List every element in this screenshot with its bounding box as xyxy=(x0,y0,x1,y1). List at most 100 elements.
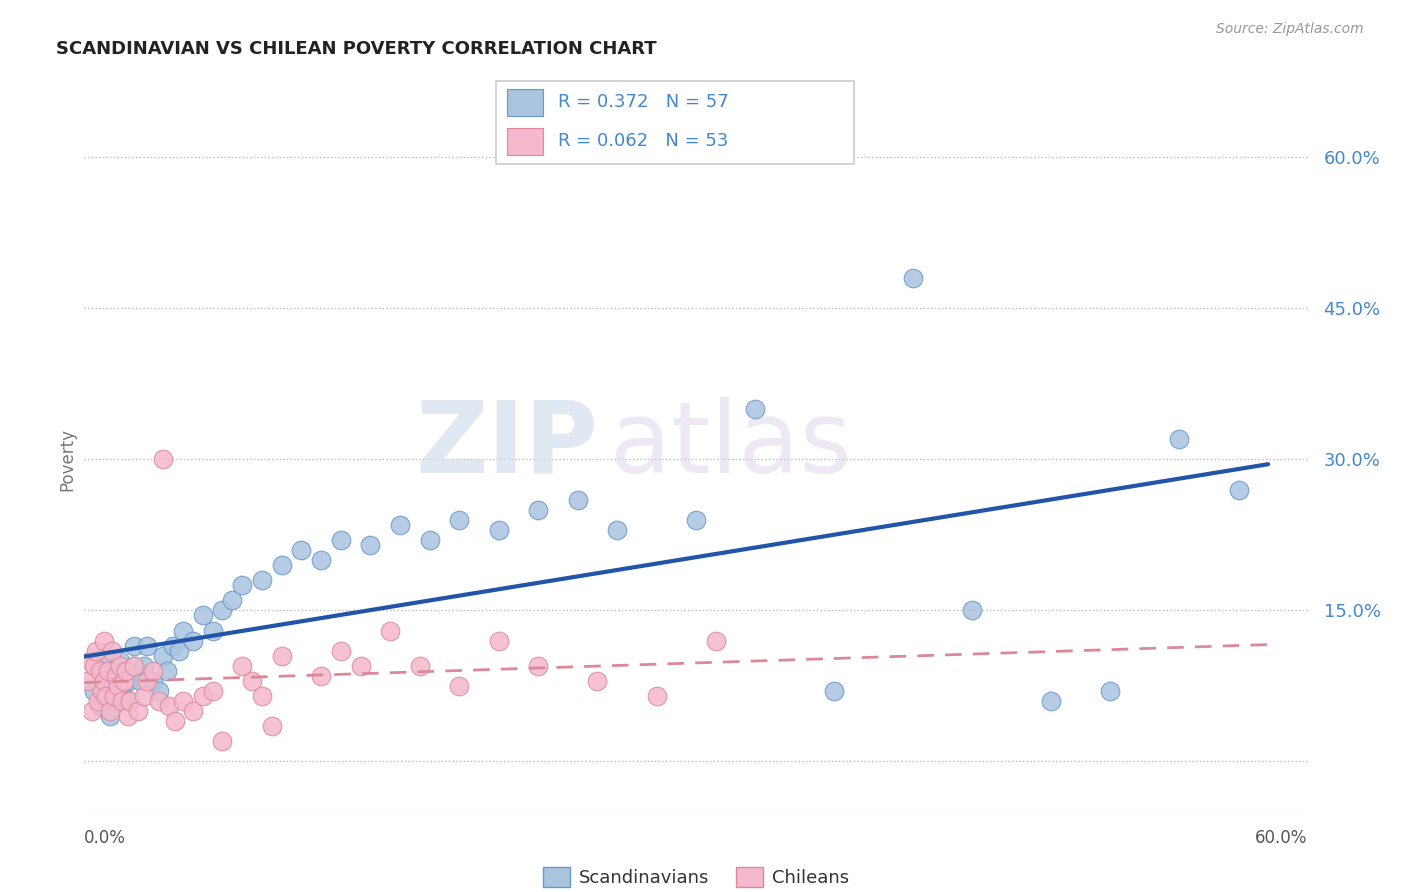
Point xyxy=(117,673,139,688)
Point xyxy=(97,689,120,703)
Point xyxy=(191,689,214,703)
Point xyxy=(744,402,766,417)
Text: R = 0.062   N = 53: R = 0.062 N = 53 xyxy=(558,132,728,150)
Point xyxy=(309,669,332,683)
Point xyxy=(1099,684,1122,698)
Point xyxy=(250,689,273,703)
Point xyxy=(162,639,184,653)
Point xyxy=(127,704,149,718)
Point xyxy=(87,694,110,708)
Point xyxy=(98,704,121,718)
Point xyxy=(79,654,101,668)
Point xyxy=(101,643,124,657)
Point xyxy=(359,538,381,552)
FancyBboxPatch shape xyxy=(496,81,853,164)
Point xyxy=(103,694,125,708)
Point xyxy=(142,664,165,678)
Text: ZIP: ZIP xyxy=(415,397,598,494)
Point xyxy=(122,639,145,653)
Point xyxy=(122,658,145,673)
Point xyxy=(107,679,129,693)
Point xyxy=(117,694,139,708)
Point xyxy=(82,704,104,718)
Point xyxy=(901,271,924,285)
Point xyxy=(89,699,111,714)
Text: R = 0.372   N = 57: R = 0.372 N = 57 xyxy=(558,94,728,112)
Point xyxy=(823,684,845,698)
Point xyxy=(409,658,432,673)
Point xyxy=(231,578,253,592)
Point xyxy=(488,523,510,537)
Point xyxy=(167,643,190,657)
Point xyxy=(389,517,412,532)
Point xyxy=(93,673,115,688)
Point xyxy=(211,734,233,748)
Point xyxy=(111,694,134,708)
Point xyxy=(152,648,174,663)
Point xyxy=(104,669,127,683)
Point xyxy=(83,658,105,673)
Point xyxy=(685,513,707,527)
Point xyxy=(136,673,159,688)
Point xyxy=(91,684,114,698)
Point xyxy=(118,694,141,708)
Point xyxy=(488,633,510,648)
Point xyxy=(329,643,352,657)
Point xyxy=(606,523,628,537)
Point xyxy=(132,689,155,703)
Point xyxy=(152,452,174,467)
Point xyxy=(172,624,194,638)
Point xyxy=(122,658,145,673)
Point xyxy=(107,684,129,698)
Point xyxy=(960,603,983,617)
Point xyxy=(128,673,150,688)
Point xyxy=(108,654,131,668)
Point xyxy=(172,694,194,708)
Point xyxy=(586,673,609,688)
Point xyxy=(165,714,187,728)
Text: 0.0%: 0.0% xyxy=(84,829,127,847)
Point xyxy=(181,704,204,718)
Point xyxy=(132,658,155,673)
Point xyxy=(309,553,332,567)
Point xyxy=(527,502,550,516)
Point xyxy=(449,513,471,527)
Text: atlas: atlas xyxy=(610,397,852,494)
Point xyxy=(112,689,135,703)
Point xyxy=(1040,694,1063,708)
Point xyxy=(380,624,402,638)
Point xyxy=(201,624,224,638)
Point xyxy=(97,664,120,678)
Point xyxy=(221,593,243,607)
Point xyxy=(98,709,121,723)
Point xyxy=(419,533,441,547)
Point xyxy=(1227,483,1250,497)
Text: Source: ZipAtlas.com: Source: ZipAtlas.com xyxy=(1216,22,1364,37)
Point xyxy=(270,648,292,663)
Point xyxy=(112,664,135,678)
Point xyxy=(250,573,273,587)
Point xyxy=(112,673,135,688)
Point xyxy=(527,658,550,673)
Point xyxy=(240,673,263,688)
Point xyxy=(108,658,131,673)
Legend: Scandinavians, Chileans: Scandinavians, Chileans xyxy=(536,860,856,892)
Point xyxy=(93,648,115,663)
Point xyxy=(94,689,117,703)
Point xyxy=(108,669,131,683)
Point xyxy=(270,558,292,573)
Point xyxy=(93,673,115,688)
Point xyxy=(645,689,668,703)
Point xyxy=(93,633,115,648)
Point xyxy=(191,608,214,623)
Point xyxy=(142,673,165,688)
Point xyxy=(83,658,105,673)
Point xyxy=(117,709,139,723)
Point xyxy=(148,684,170,698)
Point xyxy=(114,664,136,678)
Point xyxy=(84,643,107,657)
Point xyxy=(449,679,471,693)
Text: SCANDINAVIAN VS CHILEAN POVERTY CORRELATION CHART: SCANDINAVIAN VS CHILEAN POVERTY CORRELAT… xyxy=(56,40,657,58)
Point xyxy=(349,658,371,673)
Y-axis label: Poverty: Poverty xyxy=(58,428,76,491)
